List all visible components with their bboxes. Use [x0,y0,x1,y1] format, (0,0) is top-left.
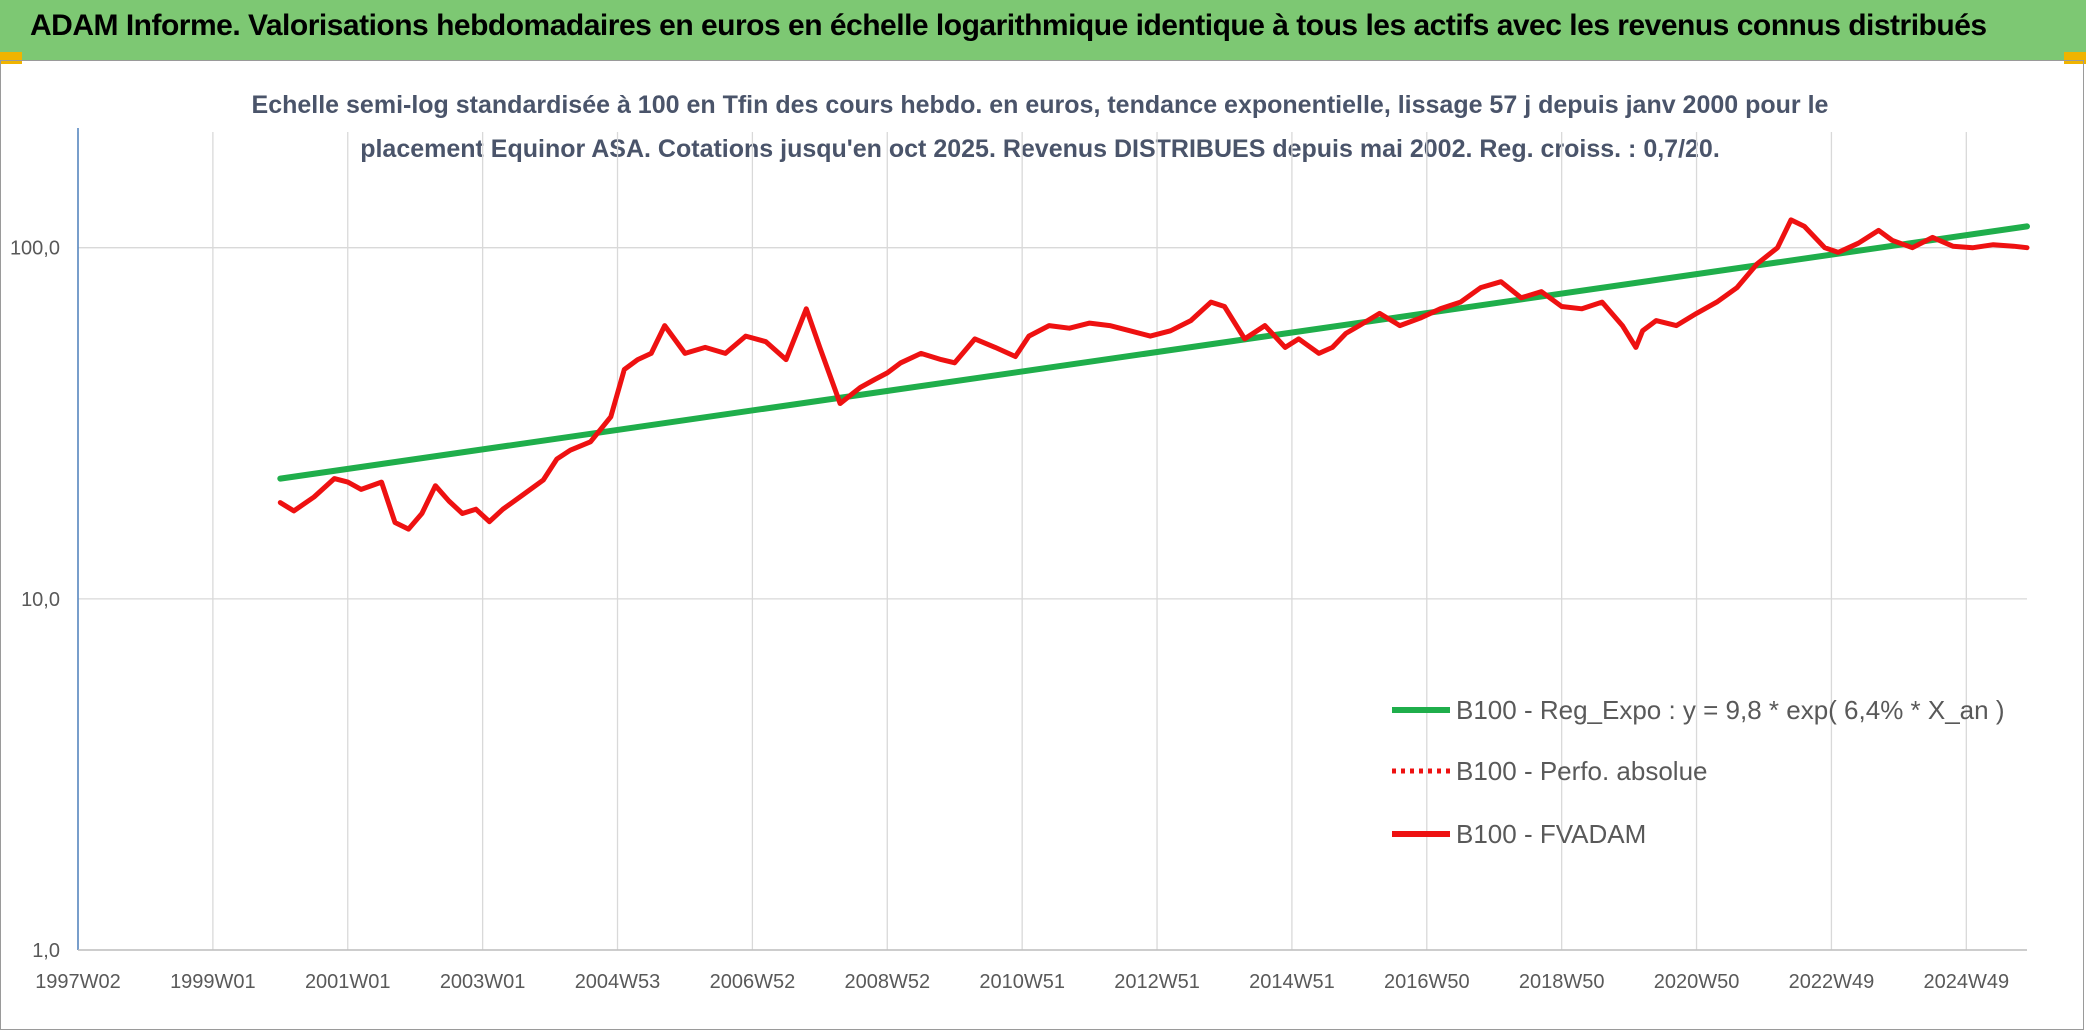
corner-marker-left [0,52,22,64]
x-tick-label-6: 2008W52 [844,971,930,993]
report-title: ADAM Informe. Valorisations hebdomadaire… [30,9,1987,42]
title-banner: ADAM Informe. Valorisations hebdomadaire… [0,0,2086,60]
x-tick-label-0: 1997W02 [35,971,121,993]
x-tick-label-4: 2004W53 [575,971,661,993]
legend-label-fvadam: B100 - FVADAM [1456,819,1646,849]
series-regression-line [277,223,2030,482]
x-tick-label-13: 2022W49 [1789,971,1875,993]
x-tick-label-1: 1999W01 [170,971,256,993]
x-tick-label-10: 2016W50 [1384,971,1470,993]
x-tick-label-12: 2020W50 [1654,971,1740,993]
grid-lines [77,132,2027,951]
x-tick-label-8: 2012W51 [1114,971,1200,993]
x-tick-label-11: 2018W50 [1519,971,1605,993]
legend: B100 - Reg_Expo : y = 9,8 * exp( 6,4% * … [1392,695,2005,849]
x-tick-label-3: 2003W01 [440,971,526,993]
x-tick-label-7: 2010W51 [979,971,1065,993]
series-lines [277,217,2030,532]
y-tick-label-1: 10,0 [21,589,60,611]
x-tick-label-9: 2014W51 [1249,971,1335,993]
x-tick-label-5: 2006W52 [710,971,796,993]
y-tick-label-0: 1,0 [32,940,60,962]
chart-subtitle-line-1: Echelle semi-log standardisée à 100 en T… [252,91,1829,119]
legend-label-perfo-absolue: B100 - Perfo. absolue [1456,756,1708,786]
chart-subtitle-line-2: placement Equinor ASA. Cotations jusqu'e… [360,135,1720,163]
x-tick-label-2: 2001W01 [305,971,391,993]
corner-marker-right [2064,52,2086,64]
legend-label-regression: B100 - Reg_Expo : y = 9,8 * exp( 6,4% * … [1456,695,2005,725]
x-tick-label-14: 2024W49 [1923,971,2009,993]
chart-frame [0,60,2084,1030]
y-tick-label-2: 100,0 [10,238,60,260]
series-fvadam-line [277,217,2030,532]
axes: 1997W02 1999W01 2001W01 2003W01 2004W53 2006W… [10,128,2027,993]
